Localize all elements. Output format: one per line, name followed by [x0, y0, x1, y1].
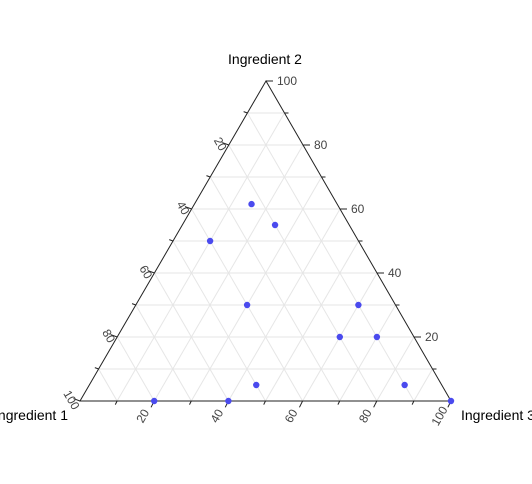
data-point	[271, 221, 279, 229]
tick-label-ingredient-1: 60	[136, 263, 155, 282]
tick-mark	[169, 239, 174, 242]
tick-mark	[110, 334, 118, 338]
data-point	[355, 301, 362, 309]
tick-mark	[206, 175, 211, 178]
axis-label-ingredient-3: Ingredient 3	[461, 407, 532, 423]
data-point	[206, 237, 214, 245]
data-point	[248, 200, 255, 208]
data-point	[401, 381, 408, 389]
data-point	[151, 397, 158, 405]
tick-label-ingredient-1: 80	[99, 327, 118, 346]
tick-mark	[222, 142, 229, 146]
gridline	[116, 336, 155, 402]
data-point	[336, 333, 343, 341]
gridline	[153, 272, 229, 402]
tick-label-ingredient-3: 80	[356, 406, 375, 425]
tick-label-ingredient-2: 100	[277, 74, 297, 88]
gridline	[413, 368, 433, 402]
tick-mark	[189, 400, 192, 405]
tick-mark	[94, 367, 99, 370]
tick-label-ingredient-3: 60	[282, 406, 301, 425]
gridline	[376, 336, 415, 402]
tick-label-ingredient-2: 40	[388, 266, 402, 280]
tick-label-ingredient-3: 20	[133, 406, 152, 425]
gridline	[190, 176, 322, 402]
tick-mark	[184, 206, 192, 210]
tick-mark	[243, 111, 248, 114]
tick-label-ingredient-2: 80	[314, 138, 328, 152]
tick-mark	[263, 400, 266, 405]
gridline	[265, 240, 359, 402]
tick-label-ingredient-2: 60	[351, 202, 365, 216]
gridline	[98, 368, 118, 402]
grid	[98, 112, 433, 402]
data-point	[225, 397, 232, 405]
tick-label-ingredient-1: 20	[211, 135, 230, 154]
data-point	[243, 301, 251, 309]
gridline	[246, 112, 415, 402]
axis-label-ingredient-1: Ingredient 1	[0, 407, 68, 423]
data-point	[373, 333, 381, 341]
gridline	[209, 176, 341, 402]
tick-mark	[337, 400, 341, 405]
axis-label-ingredient-2: Ingredient 2	[228, 51, 302, 67]
tick-mark	[299, 400, 304, 408]
gridline	[116, 112, 285, 402]
data-point	[447, 397, 455, 405]
gridline	[135, 304, 192, 402]
data-point	[253, 381, 260, 389]
tick-label-ingredient-3: 40	[208, 406, 227, 425]
tick-mark	[411, 400, 415, 405]
gridline	[339, 304, 396, 402]
data-points	[151, 200, 455, 405]
tick-mark	[147, 270, 155, 274]
gridline	[172, 240, 266, 402]
tick-mark	[73, 398, 81, 402]
tick-mark	[114, 400, 118, 405]
tick-label-ingredient-2: 20	[425, 330, 439, 344]
tick-label-ingredient-1: 40	[174, 199, 193, 218]
tick-label-ingredient-3: 100	[428, 404, 450, 429]
tick-mark	[131, 303, 136, 306]
tick-mark	[373, 400, 378, 408]
